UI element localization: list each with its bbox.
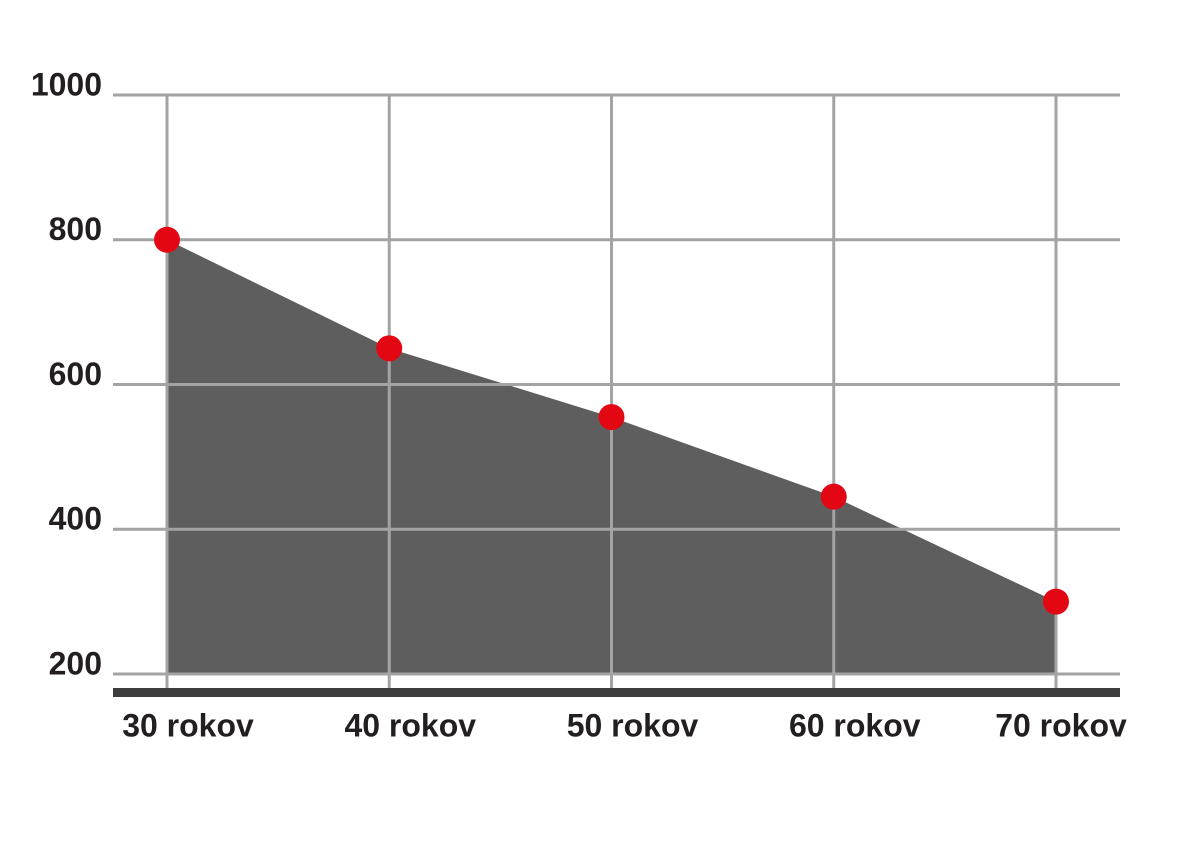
y-tick-label: 200 [49,645,102,681]
y-tick-label: 400 [49,501,102,537]
x-tick-label: 30 rokov [122,707,254,743]
point [154,226,180,253]
y-tick-label: 600 [49,356,102,392]
x-tick-label: 40 rokov [344,707,476,743]
point [598,404,625,431]
y-tick-label: 1000 [31,66,102,102]
x-tick-label: 70 rokov [995,707,1127,743]
x-axis-bar [113,688,1120,697]
point [1043,588,1069,615]
y-tick-label: 800 [49,211,102,247]
x-tick-label: 50 rokov [567,707,699,743]
point [376,335,403,362]
x-tick-label: 60 rokov [789,707,921,743]
point [820,483,847,510]
